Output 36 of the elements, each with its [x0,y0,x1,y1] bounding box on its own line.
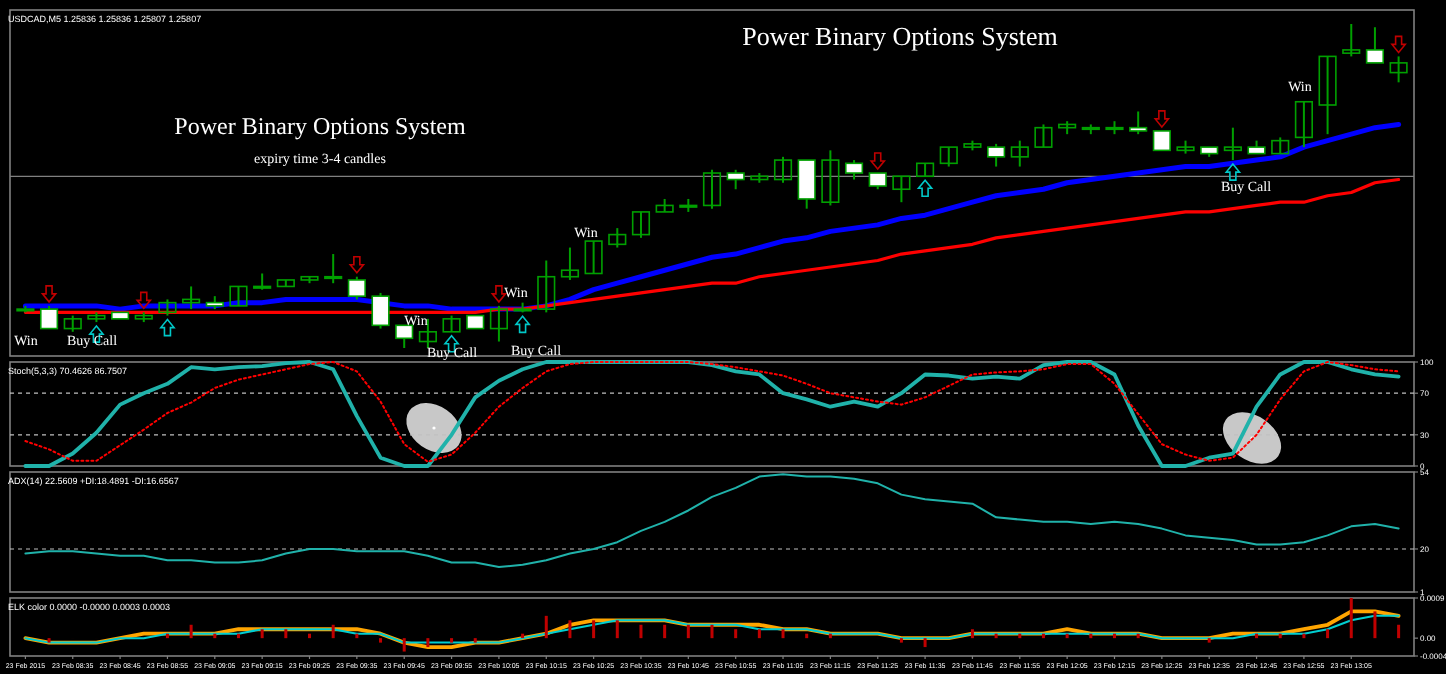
candlestick [1389,55,1408,84]
candlestick [1342,23,1361,58]
candlestick [773,155,793,184]
candlestick [1152,130,1171,152]
candlestick [229,285,248,307]
candlestick [987,142,1006,168]
candlestick [371,291,390,330]
candlestick [892,175,911,204]
candlestick [939,146,958,168]
candlestick [821,149,840,207]
candlestick [631,210,651,239]
candlestick [1271,136,1290,155]
candlestick [1223,126,1242,162]
candlestick [537,259,556,314]
candlestick [1294,100,1313,149]
candlestick [608,227,627,249]
candlestick [489,304,508,343]
candlestick [797,159,816,210]
candlestick [39,304,59,330]
candlestick [726,168,745,191]
candlestick [702,168,722,210]
candlestick [1318,55,1337,136]
candlestick [1365,26,1385,64]
candlestick [347,275,366,301]
candlestick [1129,110,1148,136]
candlestick [584,240,603,275]
candlestick [158,298,177,317]
candlestick [1010,139,1029,168]
annotation: Power Binary Options System [742,21,1058,52]
annotation: Power Binary Options System [174,112,467,141]
candlestick [1034,123,1053,149]
candlestick [844,159,864,181]
candlestick [324,253,343,285]
candlestick [395,324,414,349]
candlestick [182,285,201,311]
candlestick [560,246,580,281]
